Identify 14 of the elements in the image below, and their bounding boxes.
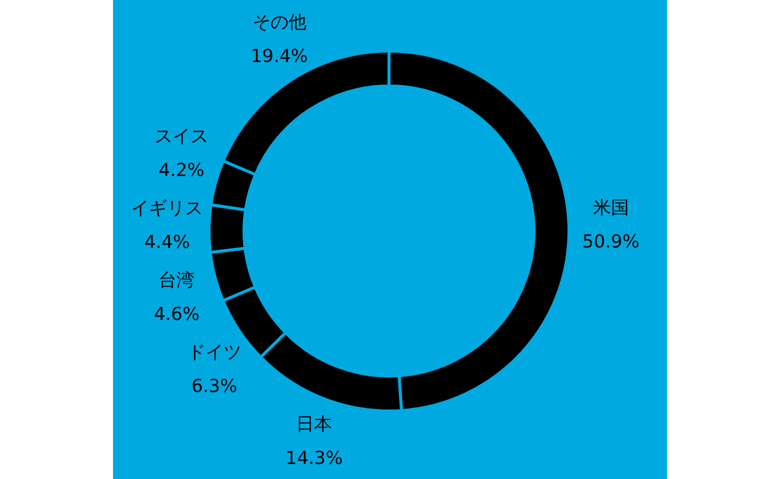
data-label: 4.2% (158, 160, 204, 181)
data-label: 50.9% (582, 231, 640, 252)
slice-label: 米国 (592, 197, 629, 218)
slice-label: その他 (252, 12, 306, 33)
slice-label: イギリス (131, 198, 204, 219)
slice-label: スイス (154, 126, 209, 147)
slice-label: 日本 (296, 414, 332, 435)
slice-label: ドイツ (187, 342, 242, 363)
data-label: 4.6% (154, 304, 200, 325)
data-label: 6.3% (191, 376, 238, 397)
data-label: 4.4% (144, 232, 190, 253)
slice-label: 台湾 (158, 270, 195, 291)
data-label: 19.4% (250, 46, 308, 67)
data-label: 14.3% (286, 448, 343, 469)
